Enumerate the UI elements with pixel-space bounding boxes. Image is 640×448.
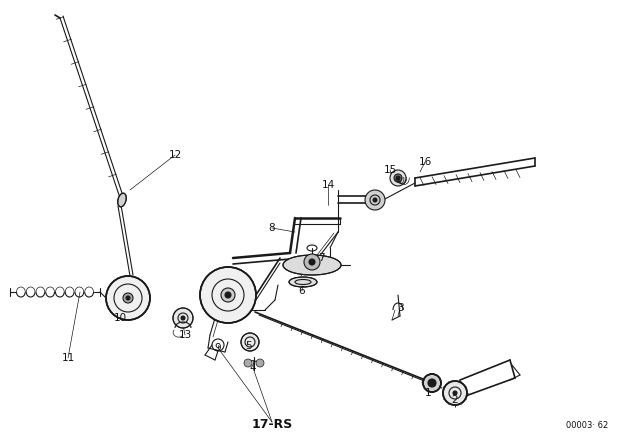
Text: 7: 7 <box>317 253 324 263</box>
Circle shape <box>241 333 259 351</box>
Text: 14: 14 <box>321 180 335 190</box>
Text: 3: 3 <box>397 303 403 313</box>
Circle shape <box>181 316 185 320</box>
Ellipse shape <box>118 193 126 207</box>
Text: 00003· 62: 00003· 62 <box>566 421 608 430</box>
Circle shape <box>244 359 252 367</box>
Text: 2: 2 <box>452 395 458 405</box>
Text: 6: 6 <box>299 286 305 296</box>
Text: 10: 10 <box>113 313 127 323</box>
Circle shape <box>309 259 315 265</box>
Circle shape <box>173 308 193 328</box>
Circle shape <box>200 267 256 323</box>
Circle shape <box>373 198 377 202</box>
Circle shape <box>221 288 235 302</box>
Circle shape <box>443 381 467 405</box>
Text: 1: 1 <box>425 388 431 398</box>
Circle shape <box>390 170 406 186</box>
Text: 4: 4 <box>250 363 256 373</box>
Text: 15: 15 <box>383 165 397 175</box>
Ellipse shape <box>289 277 317 287</box>
Text: 16: 16 <box>419 157 431 167</box>
Text: 17-RS: 17-RS <box>252 418 292 431</box>
Circle shape <box>394 174 402 182</box>
Text: 12: 12 <box>168 150 182 160</box>
Text: 5: 5 <box>244 341 252 351</box>
Ellipse shape <box>283 255 341 275</box>
Circle shape <box>423 374 441 392</box>
Circle shape <box>126 296 130 300</box>
Circle shape <box>365 190 385 210</box>
Circle shape <box>123 293 133 303</box>
Circle shape <box>453 391 457 395</box>
Text: 8: 8 <box>269 223 275 233</box>
Circle shape <box>304 254 320 270</box>
Circle shape <box>428 379 436 387</box>
Circle shape <box>396 176 400 180</box>
Circle shape <box>256 359 264 367</box>
Text: 9: 9 <box>214 343 221 353</box>
Text: 11: 11 <box>61 353 75 363</box>
Text: 13: 13 <box>179 330 191 340</box>
Circle shape <box>225 292 231 298</box>
Circle shape <box>106 276 150 320</box>
